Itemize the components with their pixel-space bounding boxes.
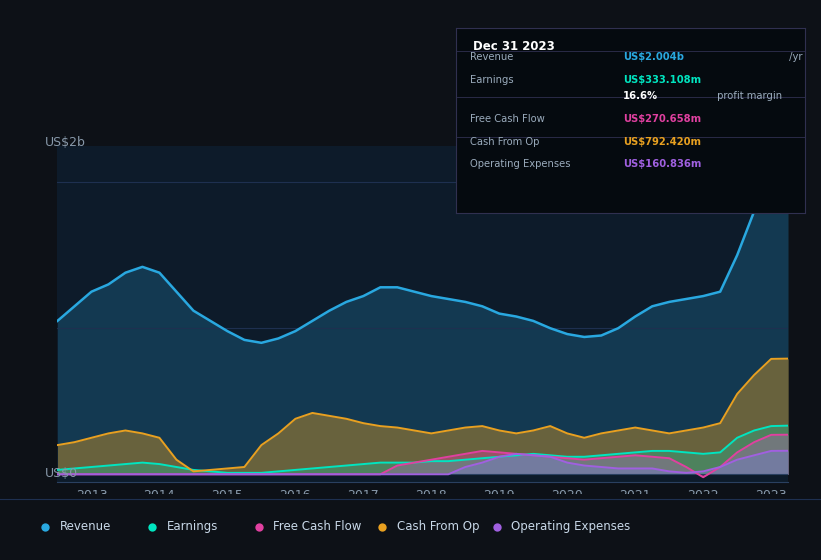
Text: US$792.420m: US$792.420m xyxy=(623,137,701,147)
Text: Dec 31 2023: Dec 31 2023 xyxy=(473,40,555,53)
Text: Revenue: Revenue xyxy=(470,52,513,62)
Text: Revenue: Revenue xyxy=(60,520,112,534)
Text: Cash From Op: Cash From Op xyxy=(470,137,539,147)
Text: US$2.004b: US$2.004b xyxy=(623,52,684,62)
Text: profit margin: profit margin xyxy=(713,91,782,101)
Text: US$333.108m: US$333.108m xyxy=(623,74,701,85)
Text: Cash From Op: Cash From Op xyxy=(397,520,479,534)
Text: US$2b: US$2b xyxy=(45,136,86,150)
Text: 16.6%: 16.6% xyxy=(623,91,658,101)
Text: Earnings: Earnings xyxy=(470,74,513,85)
Text: US$270.658m: US$270.658m xyxy=(623,114,701,124)
Text: Operating Expenses: Operating Expenses xyxy=(470,159,570,169)
Text: Operating Expenses: Operating Expenses xyxy=(511,520,631,534)
Text: US$160.836m: US$160.836m xyxy=(623,159,701,169)
Text: US$0: US$0 xyxy=(45,466,78,480)
Text: Free Cash Flow: Free Cash Flow xyxy=(470,114,544,124)
Text: Free Cash Flow: Free Cash Flow xyxy=(273,520,362,534)
Text: /yr: /yr xyxy=(787,52,803,62)
Text: Earnings: Earnings xyxy=(167,520,218,534)
